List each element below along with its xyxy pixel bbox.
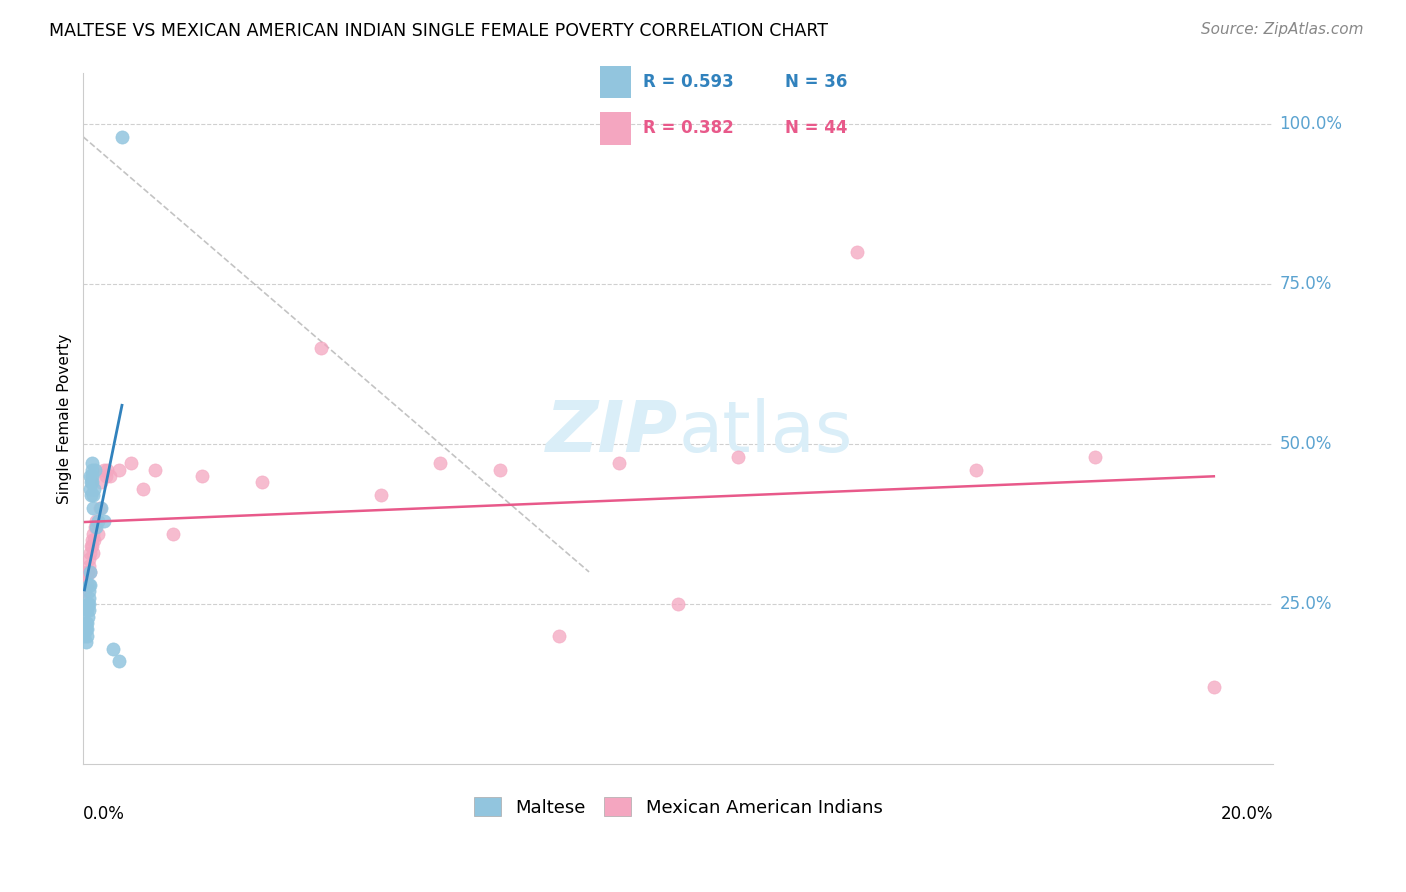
Point (77, 591, 100, 605)
Point (80, 533, 103, 547)
Point (727, 450, 749, 464)
Point (132, 482, 155, 496)
Point (75, 616, 97, 631)
Point (80, 456, 103, 470)
Point (83, 482, 105, 496)
Point (89, 500, 111, 515)
Point (82, 488, 104, 502)
Point (90, 475, 112, 490)
Point (79, 469, 101, 483)
Text: N = 36: N = 36 (786, 73, 848, 91)
Point (80, 462, 103, 476)
Point (666, 597, 689, 611)
Point (73, 629, 96, 643)
Point (75, 571, 97, 585)
Text: 75.0%: 75.0% (1279, 275, 1331, 293)
Point (311, 341, 333, 355)
Point (77, 597, 100, 611)
Point (93, 514, 115, 528)
Point (79, 482, 101, 496)
Point (79, 546, 101, 560)
Y-axis label: Single Female Poverty: Single Female Poverty (58, 334, 72, 503)
Point (84, 462, 107, 476)
Text: 0.0%: 0.0% (83, 805, 125, 823)
Point (80, 539, 103, 553)
Point (548, 629, 571, 643)
Point (76, 578, 98, 592)
Point (83, 533, 105, 547)
Point (98, 469, 121, 483)
Point (82, 546, 104, 560)
Point (80, 475, 103, 490)
Point (94, 469, 117, 483)
Point (77, 578, 100, 592)
Point (965, 462, 987, 476)
Point (82, 469, 104, 483)
Point (82, 500, 104, 515)
Point (429, 456, 451, 470)
Point (90, 500, 112, 515)
Point (79, 578, 101, 592)
Point (250, 475, 273, 490)
Text: N = 44: N = 44 (786, 120, 848, 137)
Point (87, 514, 110, 528)
Point (120, 456, 142, 470)
Text: 20.0%: 20.0% (1220, 805, 1274, 823)
Point (82, 526, 104, 541)
Text: MALTESE VS MEXICAN AMERICAN INDIAN SINGLE FEMALE POVERTY CORRELATION CHART: MALTESE VS MEXICAN AMERICAN INDIAN SINGL… (49, 22, 828, 40)
Point (488, 462, 510, 476)
Point (76, 616, 98, 631)
Point (75, 578, 97, 592)
Point (86, 520, 108, 534)
Point (79, 565, 101, 579)
Point (77, 558, 100, 573)
Text: R = 0.382: R = 0.382 (643, 120, 734, 137)
Point (101, 641, 124, 656)
Point (79, 565, 101, 579)
Point (77, 597, 100, 611)
Point (82, 475, 104, 490)
Point (76, 603, 98, 617)
Bar (600, 66, 631, 98)
Text: 50.0%: 50.0% (1279, 435, 1331, 453)
Point (1202, 680, 1225, 694)
Bar (600, 112, 631, 145)
Point (77, 603, 100, 617)
Point (80, 488, 103, 502)
Point (87, 526, 110, 541)
Point (845, 245, 868, 260)
Point (607, 456, 630, 470)
Text: 100.0%: 100.0% (1279, 115, 1343, 133)
Text: 25.0%: 25.0% (1279, 595, 1331, 613)
Point (84, 520, 107, 534)
Text: ZIP: ZIP (546, 398, 678, 467)
Point (77, 552, 100, 566)
Point (75, 635, 97, 649)
Point (108, 462, 131, 476)
Point (191, 469, 214, 483)
Point (77, 565, 100, 579)
Point (96, 462, 118, 476)
Text: R = 0.593: R = 0.593 (643, 73, 734, 91)
Point (76, 623, 98, 637)
Point (162, 526, 184, 541)
Point (77, 609, 100, 624)
Point (93, 462, 115, 476)
Point (143, 462, 166, 476)
Point (82, 539, 104, 553)
Text: atlas: atlas (678, 398, 852, 467)
Text: Source: ZipAtlas.com: Source: ZipAtlas.com (1201, 22, 1364, 37)
Legend: Maltese, Mexican American Indians: Maltese, Mexican American Indians (467, 790, 890, 824)
Point (76, 565, 98, 579)
Point (76, 629, 98, 643)
Point (370, 488, 392, 502)
Point (86, 514, 108, 528)
Point (75, 584, 97, 599)
Point (1084, 450, 1107, 464)
Point (108, 655, 131, 669)
Point (111, 130, 134, 145)
Point (75, 623, 97, 637)
Point (77, 584, 100, 599)
